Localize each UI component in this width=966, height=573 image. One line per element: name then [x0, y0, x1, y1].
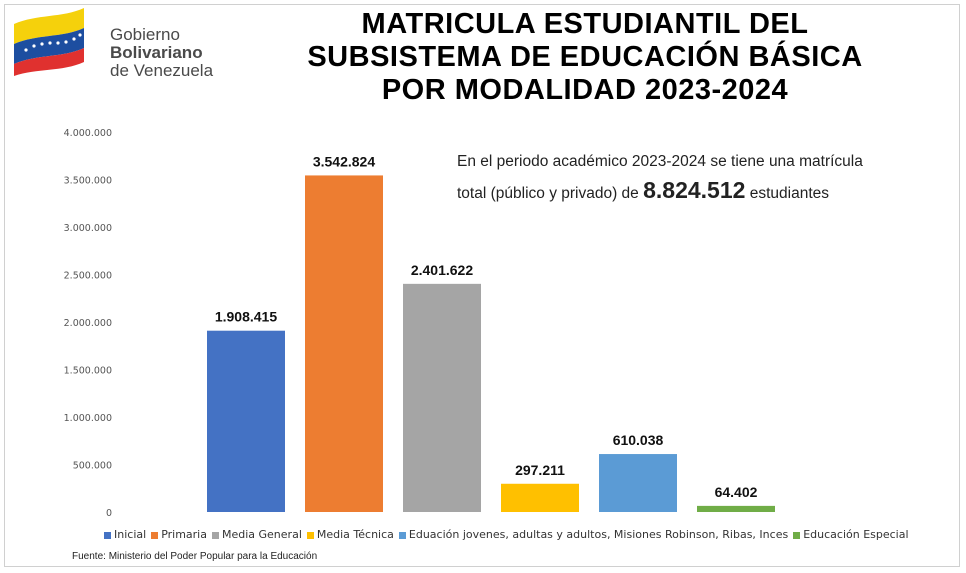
title-line-1: MATRICULA ESTUDIANTIL DEL: [361, 8, 809, 40]
y-tick-label: 2.500.000: [64, 271, 112, 282]
legend-swatch: [151, 531, 159, 539]
page-title: MATRICULA ESTUDIANTIL DEL SUBSISTEMA DE …: [240, 8, 930, 107]
legend-label: Educación Especial: [803, 528, 909, 541]
legend-swatch: [793, 531, 801, 539]
legend-item: Eduación jovenes, adultas y adultos, Mis…: [398, 528, 789, 541]
total-enrollment-value: 8.824.512: [643, 177, 746, 203]
legend-label: Media Técnica: [316, 528, 394, 541]
data-label: 3.542.824: [313, 153, 375, 169]
data-label: 2.401.622: [411, 262, 473, 278]
title-line-2: SUBSISTEMA DE EDUCACIÓN BÁSICA: [307, 41, 863, 73]
note-line-2-prefix: total (público y privado) de: [457, 185, 639, 202]
legend-item: Media Técnica: [306, 528, 394, 541]
bars: [207, 175, 775, 513]
bar: [403, 283, 481, 512]
legend-swatch: [211, 531, 219, 539]
y-tick-label: 0: [106, 508, 112, 519]
data-label: 297.211: [515, 462, 565, 478]
legend-label: Primaria: [161, 528, 207, 541]
data-label: 610.038: [613, 432, 664, 448]
source-note: Fuente: Ministerio del Poder Popular par…: [72, 551, 318, 562]
logo-line-3: de Venezuela: [110, 61, 214, 80]
bar: [501, 483, 579, 512]
title-line-3: POR MODALIDAD 2023-2024: [381, 74, 789, 106]
data-label: 64.402: [715, 484, 758, 500]
bar: [305, 175, 383, 513]
legend-item: Primaria: [151, 528, 207, 541]
y-tick-label: 1.000.000: [64, 413, 112, 424]
y-tick-label: 1.500.000: [64, 366, 112, 377]
legend-label: Inicial: [114, 528, 147, 541]
legend-swatch: [398, 531, 406, 539]
y-axis: 0 500.000 1.000.000 1.500.000 2.000.000 2.500…: [64, 128, 112, 519]
legend-item: Educación Especial: [793, 528, 909, 541]
note-line-2-suffix: estudiantes: [749, 185, 830, 202]
note-line-1: En el periodo académico 2023-2024 se tie…: [457, 153, 863, 170]
y-tick-label: 4.000.000: [64, 128, 112, 139]
bar: [599, 454, 677, 512]
chart-frame: [4, 4, 960, 567]
legend-label: Eduación jovenes, adultas y adultos, Mis…: [408, 528, 789, 541]
chart-legend: Inicial Primaria Media General Media Técnic…: [104, 528, 954, 541]
legend-swatch: [306, 531, 314, 539]
government-logo: Gobierno Bolivariano de Venezuela: [12, 6, 232, 80]
legend-label: Media General: [221, 528, 302, 541]
y-tick-label: 2.000.000: [64, 318, 112, 329]
y-tick-label: 3.000.000: [64, 223, 112, 234]
total-enrollment-note: En el periodo académico 2023-2024 se tie…: [457, 148, 897, 208]
legend-item: Inicial: [104, 528, 146, 541]
bar: [207, 330, 285, 512]
logo-line-1: Gobierno: [110, 25, 180, 44]
logo-line-2: Bolivariano: [110, 43, 203, 62]
bar: [697, 505, 775, 512]
venezuela-flag-icon: [14, 8, 84, 76]
value-labels: 1.908.415 3.542.824 2.401.622 297.211 610.03…: [215, 153, 758, 499]
legend-item: Media General: [211, 528, 302, 541]
legend-swatch: [104, 531, 111, 539]
data-label: 1.908.415: [215, 309, 277, 325]
y-tick-label: 500.000: [73, 461, 112, 472]
y-tick-label: 3.500.000: [64, 176, 112, 187]
